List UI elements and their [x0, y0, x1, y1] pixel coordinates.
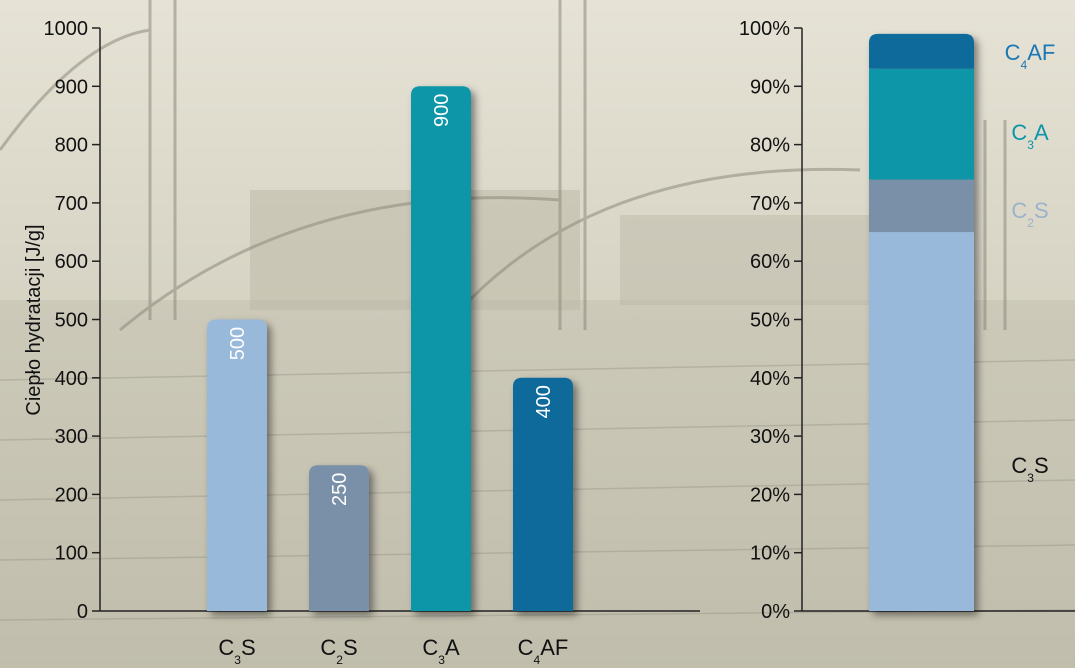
bar-value-label: 900: [431, 94, 453, 127]
y-tick-label: 90%: [750, 76, 790, 98]
y-tick-label: 800: [55, 135, 88, 157]
heat-of-hydration-bar-chart: 0 100 200 300 400 500 600 700 800 900 1000 Ciepło h…: [23, 18, 700, 667]
y-tick-label: 10%: [750, 543, 790, 565]
bar: [207, 319, 267, 611]
y-tick-label: 100: [55, 543, 88, 565]
stacked-bar: [869, 33, 974, 612]
y-tick-label: 60%: [750, 251, 790, 273]
segment-label: C2S: [1011, 198, 1048, 230]
y-tick-label: 300: [55, 426, 88, 448]
bar: [411, 86, 471, 612]
y-axis-title: Ciepło hydratacji [J/g]: [23, 224, 45, 415]
y-tick-label: 100%: [739, 18, 790, 40]
y-tick-label: 0: [77, 601, 88, 623]
y-tick-label: 20%: [750, 484, 790, 506]
y-tick-label: 30%: [750, 426, 790, 448]
composition-stacked-bar-chart: 0% 10% 20% 30% 40% 50% 60% 70% 80% 90% 100% C3S C2S C…: [739, 18, 1075, 623]
bar: [513, 377, 573, 611]
y-tick-label: 900: [55, 76, 88, 98]
segment-label: C3S: [1011, 453, 1048, 485]
category-label: C3S: [218, 635, 255, 667]
stack-segment: [869, 33, 974, 69]
y-tick-label: 200: [55, 484, 88, 506]
bar-value-label: 500: [227, 327, 249, 360]
bar: [309, 465, 369, 611]
segment-label: C4AF: [1005, 40, 1056, 72]
y-tick-label: 600: [55, 251, 88, 273]
category-label: C2S: [320, 635, 357, 667]
y-tick-label: 70%: [750, 193, 790, 215]
segment-label: C3A: [1011, 120, 1049, 152]
bar-value-label: 400: [533, 385, 555, 418]
y-tick-label: 40%: [750, 368, 790, 390]
y-tick-label: 700: [55, 193, 88, 215]
stack-segment: [869, 179, 974, 233]
stack-segment: [869, 68, 974, 180]
y-tick-label: 500: [55, 310, 88, 332]
bar-value-label: 250: [329, 473, 351, 506]
y-tick-label: 400: [55, 368, 88, 390]
category-label: C4AF: [518, 635, 569, 667]
y-tick-label: 1000: [44, 18, 89, 40]
y-tick-label: 0%: [761, 601, 790, 623]
y-tick-label: 50%: [750, 310, 790, 332]
category-label: C3A: [422, 635, 460, 667]
y-tick-label: 80%: [750, 135, 790, 157]
stack-segment: [869, 232, 974, 612]
